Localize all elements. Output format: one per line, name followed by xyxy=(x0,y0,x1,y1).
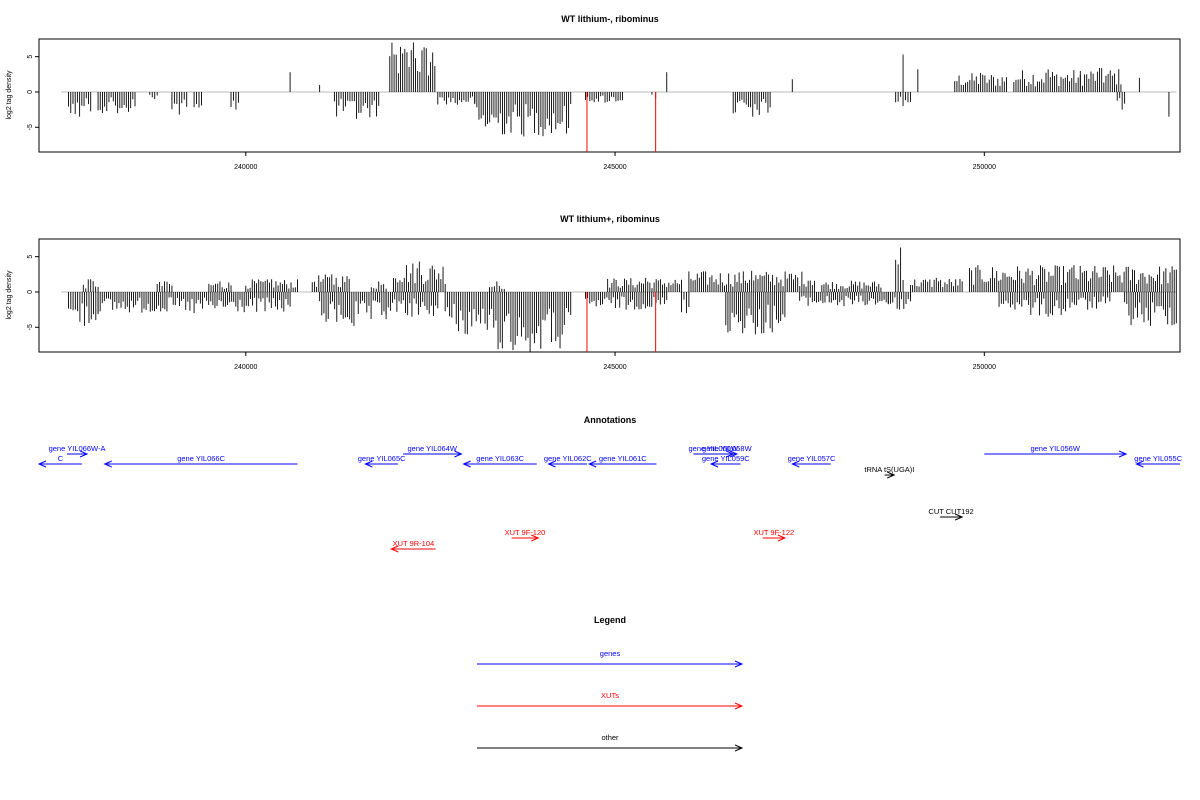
arrow-head-icon xyxy=(79,450,89,458)
feature-label: XUT 9R-104 xyxy=(393,539,435,548)
panel-lithium-minus: WT lithium-, ribominus log2 tag density … xyxy=(6,14,1181,171)
arrow-head-icon xyxy=(462,460,471,468)
arrow-head-icon xyxy=(547,460,556,468)
y-tick-label: 0 xyxy=(27,290,34,294)
annotation-feature: gene YIL057C xyxy=(788,454,836,468)
feature-label: gene YIL057C xyxy=(788,454,836,463)
legend-label: XUTs xyxy=(601,691,619,700)
x-tick-label: 250000 xyxy=(973,364,996,371)
feature-label: gene YIL065C xyxy=(358,454,406,463)
annotation-feature: gene YIL055C xyxy=(1134,454,1183,468)
legend-panel: Legend genes XUTs other xyxy=(477,615,744,752)
arrow-head-icon xyxy=(734,702,744,710)
panel2-bars xyxy=(68,247,1177,352)
arrow-head-icon xyxy=(587,460,597,468)
annotation-feature: C xyxy=(37,454,82,468)
legend-entry: other xyxy=(477,733,744,752)
feature-label: gene YIL055C xyxy=(1134,454,1182,463)
feature-label: gene YIL062C xyxy=(544,454,592,463)
feature-label: gene YIL066W-A xyxy=(49,444,106,453)
annotation-feature: gene YIL064W xyxy=(403,444,463,458)
panel2-ylabel: log2 tag density xyxy=(6,270,13,320)
arrow-head-icon xyxy=(709,460,719,468)
arrow-head-icon xyxy=(886,471,896,479)
legend-title: Legend xyxy=(594,615,626,625)
x-tick-label: 240000 xyxy=(234,164,257,171)
y-tick-label: -5 xyxy=(27,324,34,330)
panel-lithium-plus: WT lithium+, ribominus log2 tag density … xyxy=(6,214,1181,371)
feature-label: tRNA tS(UGA)I xyxy=(864,465,914,474)
x-tick-label: 240000 xyxy=(234,364,257,371)
legend-entry: XUTs xyxy=(477,691,744,710)
arrow-head-icon xyxy=(954,513,964,521)
x-tick-label: 245000 xyxy=(603,364,626,371)
feature-label: gene YIL063C xyxy=(476,454,524,463)
arrow-head-icon xyxy=(734,744,744,752)
legend-label: genes xyxy=(600,649,621,658)
feature-label: CUT CUT192 xyxy=(928,507,973,516)
panel1-ylabel: log2 tag density xyxy=(6,70,13,120)
feature-label: XUT 9F-120 xyxy=(505,528,546,537)
annotations-title: Annotations xyxy=(584,415,637,425)
arrow-head-icon xyxy=(1118,450,1128,458)
panel2-frame xyxy=(38,238,1181,353)
arrow-head-icon xyxy=(454,450,463,458)
legend-entries: genes XUTs other xyxy=(477,649,744,752)
legend-entry: genes xyxy=(477,649,744,668)
panel1-title: WT lithium-, ribominus xyxy=(561,14,659,24)
arrow-head-icon xyxy=(777,534,787,542)
annotation-feature: XUT 9R-104 xyxy=(390,539,436,553)
arrow-head-icon xyxy=(1135,460,1144,468)
arrow-head-icon xyxy=(390,545,399,553)
y-tick-label: -5 xyxy=(27,124,34,130)
arrow-head-icon xyxy=(531,534,540,542)
annotation-feature: gene YIL059C xyxy=(702,454,750,468)
annotation-feature: gene YIL065C xyxy=(358,454,406,468)
arrow-head-icon xyxy=(791,460,800,468)
annotation-feature: XUT 9F-120 xyxy=(505,528,546,542)
feature-label: gene YIL066C xyxy=(177,454,225,463)
panel1-frame xyxy=(38,38,1181,153)
panel2-title: WT lithium+, ribominus xyxy=(560,214,660,224)
feature-label: C xyxy=(58,454,64,463)
feature-label: gene YIL061C xyxy=(599,454,647,463)
arrow-head-icon xyxy=(364,460,373,468)
feature-label: gene YIL060W xyxy=(689,444,739,453)
arrow-head-icon xyxy=(734,660,744,668)
arrow-head-icon xyxy=(37,460,47,468)
y-tick-label: 0 xyxy=(27,90,34,94)
annotation-feature: gene YIL058W xyxy=(702,444,753,458)
legend-label: other xyxy=(601,733,619,742)
annotation-feature: XUT 9F-122 xyxy=(753,528,794,542)
arrow-head-icon xyxy=(103,460,112,468)
panel2-axes: 5 0 -5 240000 245000 250000 xyxy=(27,255,996,371)
annotation-feature: CUT CUT192 xyxy=(928,507,974,521)
feature-label: XUT 9F-122 xyxy=(753,528,794,537)
panel1-axes: 5 0 -5 240000 245000 250000 xyxy=(27,55,996,171)
feature-label: gene YIL059C xyxy=(702,454,750,463)
x-tick-label: 245000 xyxy=(603,164,626,171)
y-tick-label: 5 xyxy=(27,255,34,259)
feature-label: gene YIL056W xyxy=(1030,444,1080,453)
feature-label: gene YIL058W xyxy=(702,444,752,453)
x-tick-label: 250000 xyxy=(973,164,996,171)
annotation-feature: tRNA tS(UGA)I xyxy=(864,465,914,479)
annotation-feature: gene YIL062C xyxy=(544,454,592,468)
annotation-feature: gene YIL056W xyxy=(984,444,1128,458)
annotation-feature: gene YIL066C xyxy=(103,454,298,468)
annotation-feature: gene YIL063C xyxy=(462,454,537,468)
panel1-bars xyxy=(68,42,1170,152)
arrow-head-icon xyxy=(729,450,739,458)
annotation-feature: gene YIL066W-A xyxy=(49,444,106,458)
feature-label: gene YIL064W xyxy=(408,444,458,453)
y-tick-label: 5 xyxy=(27,55,34,59)
annotation-feature: gene YIL061C xyxy=(587,454,657,468)
